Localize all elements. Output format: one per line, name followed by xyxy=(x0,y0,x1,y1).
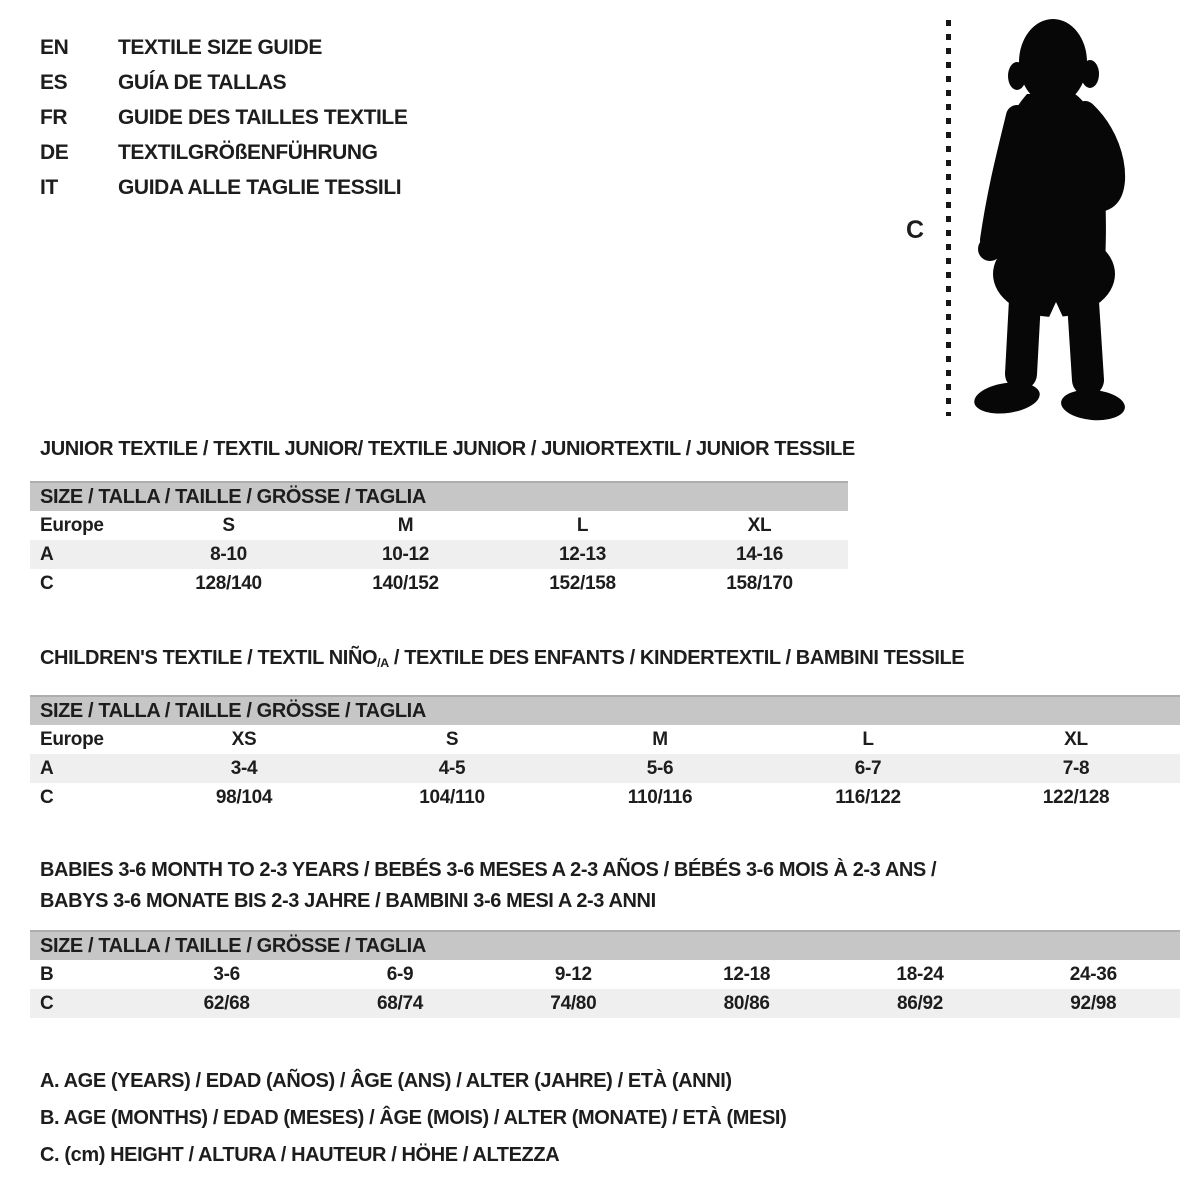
children-col-headers: XS S M L XL xyxy=(140,729,1180,751)
table-cell: 6-7 xyxy=(854,757,882,779)
table-cell: 128/140 xyxy=(195,572,262,594)
height-measure-dashed-line xyxy=(946,20,951,416)
table-cell: 140/152 xyxy=(372,572,439,594)
title-subscript: /A xyxy=(377,656,389,671)
table-cell: 92/98 xyxy=(1070,992,1117,1014)
junior-textile-section: JUNIOR TEXTILE / TEXTIL JUNIOR/ TEXTILE … xyxy=(30,437,855,598)
lang-title: GUIDA ALLE TAGLIE TESSILI xyxy=(118,175,402,199)
title-part: / TEXTILE DES ENFANTS / KINDERTEXTIL / B… xyxy=(388,647,965,669)
table-cell: 6-9 xyxy=(386,963,414,985)
lang-code: EN xyxy=(40,35,69,59)
table-cell: 24-36 xyxy=(1069,963,1117,985)
row-label: A xyxy=(40,543,54,565)
children-row-a: A 3-4 4-5 5-6 6-7 7-8 xyxy=(30,754,1180,784)
row-label: C xyxy=(40,992,54,1014)
col-header: M xyxy=(652,728,668,750)
table-cell: 3-4 xyxy=(230,757,258,779)
title-part: CHILDREN'S TEXTILE / TEXTIL NIÑO xyxy=(40,647,378,669)
table-cell: 5-6 xyxy=(646,757,674,779)
table-cell: 158/170 xyxy=(726,572,793,594)
table-cell: 8-10 xyxy=(210,543,247,565)
babies-section-title: BABIES 3-6 MONTH TO 2-3 YEARS / BEBÉS 3-… xyxy=(30,855,1180,917)
table-cell: 12-18 xyxy=(723,963,771,985)
table-cell: 98/104 xyxy=(215,786,273,808)
table-cell: 10-12 xyxy=(381,543,430,565)
row-label: B xyxy=(40,963,54,985)
col-header: S xyxy=(445,728,459,750)
table-cell: 4-5 xyxy=(438,757,466,779)
lang-row-en: EN TEXTILE SIZE GUIDE xyxy=(40,30,407,65)
lang-code: ES xyxy=(40,70,68,94)
table-cell: 104/110 xyxy=(419,786,485,808)
children-textile-section: CHILDREN'S TEXTILE / TEXTIL NIÑO/A / TEX… xyxy=(30,646,1180,812)
legend-line-c: C. (cm) HEIGHT / ALTURA / HAUTEUR / HÖHE… xyxy=(40,1144,560,1166)
lang-code: DE xyxy=(40,140,69,164)
lang-code: FR xyxy=(40,105,68,129)
table-cell: 80/86 xyxy=(723,992,770,1014)
babies-title-line2: BABYS 3-6 MONATE BIS 2-3 JAHRE / BAMBINI… xyxy=(40,890,656,912)
lang-row-es: ES GUÍA DE TALLAS xyxy=(40,65,407,100)
babies-title-line1: BABIES 3-6 MONTH TO 2-3 YEARS / BEBÉS 3-… xyxy=(40,859,937,881)
legend-line-b: B. AGE (MONTHS) / EDAD (MESES) / ÂGE (MO… xyxy=(40,1107,787,1129)
col-header: L xyxy=(862,728,874,750)
babies-textile-section: BABIES 3-6 MONTH TO 2-3 YEARS / BEBÉS 3-… xyxy=(30,855,1180,1018)
table-cell: 18-24 xyxy=(896,963,944,985)
toddler-silhouette xyxy=(974,19,1126,421)
babies-size-header: SIZE / TALLA / TAILLE / GRÖSSE / TAGLIA xyxy=(30,930,1180,960)
junior-col-headers: S M L XL xyxy=(140,515,848,537)
table-cell: 9-12 xyxy=(554,963,592,985)
junior-region-row: Europe S M L XL xyxy=(30,511,848,540)
table-cell: 62/68 xyxy=(203,992,250,1014)
lang-row-it: IT GUIDA ALLE TAGLIE TESSILI xyxy=(40,170,407,205)
region-label: Europe xyxy=(40,514,104,536)
table-cell: 14-16 xyxy=(735,543,784,565)
measurement-legend: A. AGE (YEARS) / EDAD (AÑOS) / ÂGE (ANS)… xyxy=(40,1063,787,1174)
junior-row-c: C 128/140 140/152 152/158 158/170 xyxy=(30,569,848,598)
junior-size-header: SIZE / TALLA / TAILLE / GRÖSSE / TAGLIA xyxy=(30,481,848,511)
table-cell: 122/128 xyxy=(1042,786,1110,808)
lang-row-de: DE TEXTILGRÖßENFÜHRUNG xyxy=(40,135,407,170)
table-cell: 86/92 xyxy=(896,992,943,1014)
col-header: XS xyxy=(231,728,257,750)
table-cell: 12-13 xyxy=(558,543,607,565)
col-header: S xyxy=(222,514,235,536)
children-section-title: CHILDREN'S TEXTILE / TEXTIL NIÑO/A / TEX… xyxy=(30,646,1180,675)
children-row-c: C 98/104 104/110 110/116 116/122 122/128 xyxy=(30,783,1180,812)
col-header: L xyxy=(576,514,589,536)
row-label: C xyxy=(40,786,54,808)
row-label: C xyxy=(40,572,54,594)
lang-title: GUIDE DES TAILLES TEXTILE xyxy=(118,105,408,129)
col-header: M xyxy=(397,514,414,536)
language-title-list: EN TEXTILE SIZE GUIDE ES GUÍA DE TALLAS … xyxy=(40,30,408,205)
row-label: A xyxy=(40,757,54,779)
junior-section-title: JUNIOR TEXTILE / TEXTIL JUNIOR/ TEXTILE … xyxy=(40,438,855,460)
height-measure-label: C xyxy=(906,216,924,244)
col-header: XL xyxy=(1064,728,1088,750)
table-cell: 116/122 xyxy=(835,786,901,808)
children-region-row: Europe XS S M L XL xyxy=(30,725,1180,754)
lang-title: TEXTILGRÖßENFÜHRUNG xyxy=(118,140,378,164)
lang-code: IT xyxy=(40,175,58,199)
table-cell: 7-8 xyxy=(1062,757,1090,779)
table-cell: 68/74 xyxy=(376,992,424,1014)
table-cell: 152/158 xyxy=(549,572,616,594)
table-cell: 74/80 xyxy=(550,992,597,1014)
lang-title: GUÍA DE TALLAS xyxy=(118,70,287,94)
region-label: Europe xyxy=(40,728,104,750)
lang-row-fr: FR GUIDE DES TAILLES TEXTILE xyxy=(40,100,408,135)
table-cell: 110/116 xyxy=(627,786,693,808)
col-header: XL xyxy=(747,514,772,536)
lang-title: TEXTILE SIZE GUIDE xyxy=(118,35,322,59)
legend-line-a: A. AGE (YEARS) / EDAD (AÑOS) / ÂGE (ANS)… xyxy=(40,1070,732,1092)
babies-row-b: B 3-6 6-9 9-12 12-18 18-24 24-36 xyxy=(30,960,1180,989)
babies-row-c: C 62/68 68/74 74/80 80/86 86/92 92/98 xyxy=(30,989,1180,1018)
junior-row-a: A 8-10 10-12 12-13 14-16 xyxy=(30,540,848,569)
table-cell: 3-6 xyxy=(213,963,240,985)
children-size-header: SIZE / TALLA / TAILLE / GRÖSSE / TAGLIA xyxy=(30,695,1180,726)
